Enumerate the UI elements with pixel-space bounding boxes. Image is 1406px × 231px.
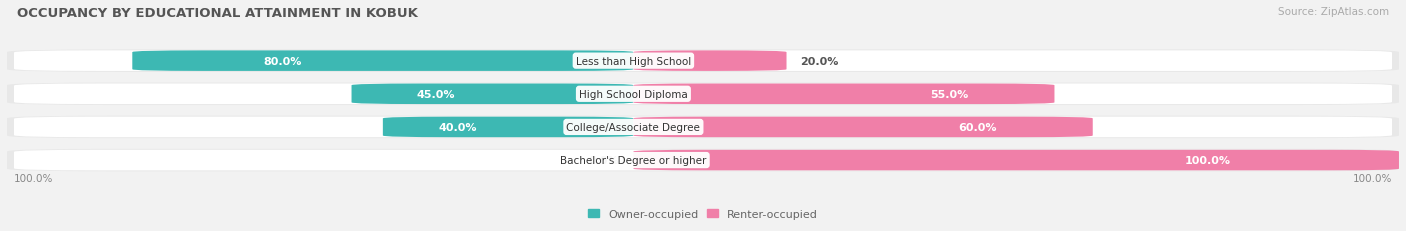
Text: OCCUPANCY BY EDUCATIONAL ATTAINMENT IN KOBUK: OCCUPANCY BY EDUCATIONAL ATTAINMENT IN K… — [17, 7, 418, 20]
Text: 0.0%: 0.0% — [589, 155, 620, 165]
FancyBboxPatch shape — [14, 150, 1392, 171]
Text: 60.0%: 60.0% — [959, 122, 997, 132]
FancyBboxPatch shape — [7, 50, 1399, 73]
FancyBboxPatch shape — [7, 83, 1399, 106]
Text: 55.0%: 55.0% — [931, 89, 969, 99]
FancyBboxPatch shape — [633, 117, 1092, 138]
FancyBboxPatch shape — [132, 51, 633, 72]
Text: Source: ZipAtlas.com: Source: ZipAtlas.com — [1278, 7, 1389, 17]
FancyBboxPatch shape — [633, 51, 786, 72]
Text: College/Associate Degree: College/Associate Degree — [567, 122, 700, 132]
FancyBboxPatch shape — [633, 84, 1054, 105]
Text: High School Diploma: High School Diploma — [579, 89, 688, 99]
Text: 100.0%: 100.0% — [1185, 155, 1230, 165]
FancyBboxPatch shape — [7, 116, 1399, 139]
Text: Bachelor's Degree or higher: Bachelor's Degree or higher — [560, 155, 707, 165]
Text: 100.0%: 100.0% — [14, 173, 53, 183]
Text: Less than High School: Less than High School — [576, 56, 690, 66]
Text: 20.0%: 20.0% — [800, 56, 839, 66]
Text: 40.0%: 40.0% — [439, 122, 477, 132]
Text: 45.0%: 45.0% — [416, 89, 456, 99]
Legend: Owner-occupied, Renter-occupied: Owner-occupied, Renter-occupied — [588, 209, 818, 219]
FancyBboxPatch shape — [352, 84, 633, 105]
Text: 100.0%: 100.0% — [1353, 173, 1392, 183]
FancyBboxPatch shape — [382, 117, 634, 138]
Text: 80.0%: 80.0% — [263, 56, 302, 66]
FancyBboxPatch shape — [7, 149, 1399, 172]
FancyBboxPatch shape — [633, 150, 1399, 171]
FancyBboxPatch shape — [14, 51, 1392, 72]
FancyBboxPatch shape — [14, 117, 1392, 138]
FancyBboxPatch shape — [14, 84, 1392, 105]
